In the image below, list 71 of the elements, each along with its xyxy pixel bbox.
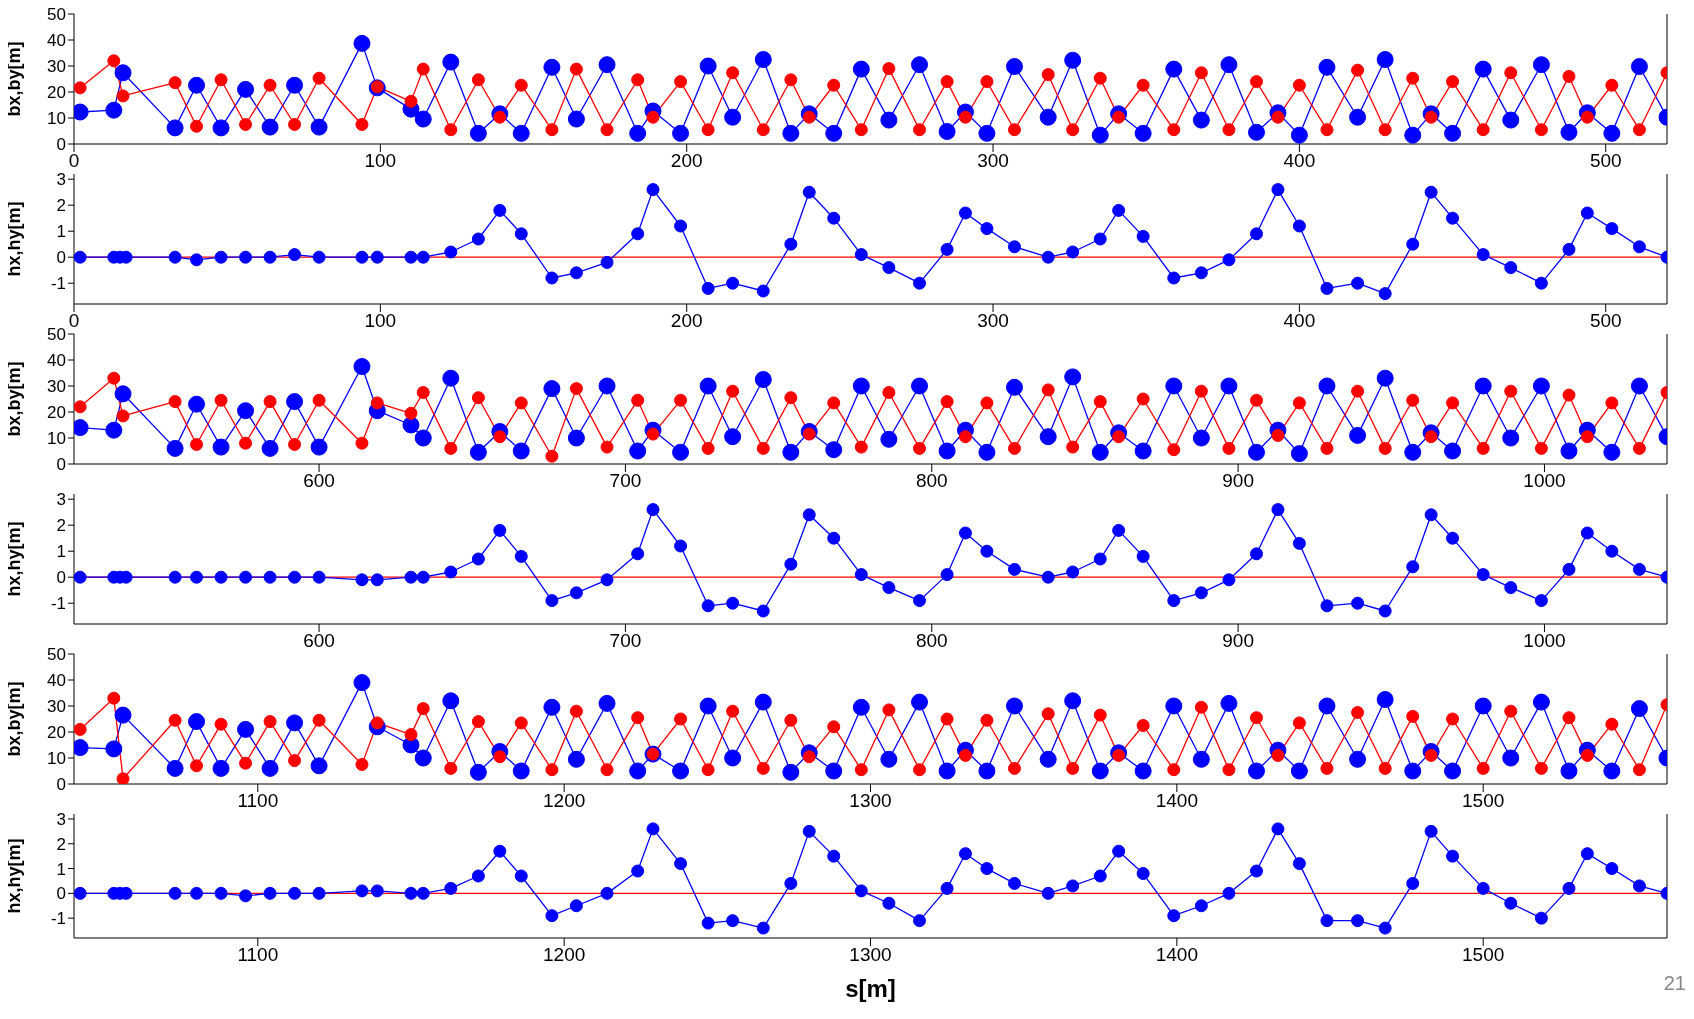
- y-axis-title: hx,hy[m]: [4, 838, 25, 914]
- x-tick-label: 100: [364, 150, 397, 172]
- x-tick-label: 700: [609, 630, 642, 652]
- x-tick-label: 1000: [1523, 470, 1566, 492]
- y-tick-label: 1: [56, 222, 66, 242]
- x-tick-label: 600: [303, 470, 335, 492]
- x-tick-label: 1000: [1523, 630, 1566, 652]
- x-tick-label: 1500: [1462, 944, 1505, 966]
- y-tick-label: -1: [50, 909, 66, 929]
- y-tick-label: 1: [56, 542, 66, 562]
- y-tick-label: 20: [47, 403, 66, 423]
- x-tick-label: 1100: [237, 790, 279, 812]
- y-tick-label: 30: [47, 57, 66, 77]
- x-tick-label: 900: [1222, 630, 1254, 652]
- x-tick-label: 700: [609, 470, 642, 492]
- y-tick-label: 2: [56, 834, 66, 854]
- y-tick-label: -1: [50, 274, 66, 294]
- y-tick-label: 30: [47, 377, 66, 397]
- y-tick-label: 3: [56, 490, 66, 510]
- y-axis-title: bx,by[m]: [4, 681, 25, 757]
- y-tick-label: 3: [56, 809, 66, 829]
- y-tick-label: 10: [47, 749, 66, 769]
- y-tick-label: 2: [56, 516, 66, 536]
- y-axis-title: hx,hy[m]: [4, 201, 25, 277]
- x-tick-label: 400: [1283, 310, 1316, 332]
- y-axis-title: bx,by[m]: [4, 41, 25, 117]
- x-tick-label: 900: [1222, 470, 1254, 492]
- y-tick-label: 0: [56, 775, 66, 795]
- y-tick-label: -1: [50, 594, 66, 614]
- x-tick-label: 1200: [543, 944, 586, 966]
- x-tick-label: 300: [977, 310, 1009, 332]
- x-tick-label: 200: [670, 150, 703, 172]
- x-tick-label: 1500: [1462, 790, 1505, 812]
- y-tick-label: 10: [47, 109, 66, 129]
- x-axis-title: s[m]: [845, 975, 896, 1002]
- x-tick-label: 1200: [543, 790, 586, 812]
- x-tick-label: 1400: [1155, 944, 1198, 966]
- y-tick-label: 40: [47, 671, 66, 691]
- x-tick-label: 1300: [849, 944, 892, 966]
- x-tick-label: 800: [915, 470, 948, 492]
- x-tick-label: 1100: [237, 944, 279, 966]
- text: 21: [1663, 972, 1686, 995]
- x-tick-label: 600: [303, 630, 335, 652]
- y-tick-label: 0: [56, 135, 66, 155]
- y-tick-label: 2: [56, 196, 66, 216]
- y-axis-title: bx,by[m]: [4, 361, 25, 437]
- y-tick-label: 1: [56, 859, 66, 879]
- y-tick-label: 20: [47, 723, 66, 743]
- y-tick-label: 0: [56, 455, 66, 475]
- x-tick-label: 500: [1589, 310, 1622, 332]
- y-tick-label: 20: [47, 83, 66, 103]
- y-tick-label: 40: [47, 31, 66, 51]
- x-tick-label: 1400: [1155, 790, 1198, 812]
- x-tick-label: 400: [1283, 150, 1316, 172]
- y-tick-label: 30: [47, 697, 66, 717]
- x-tick-label: 500: [1589, 150, 1622, 172]
- y-tick-label: 0: [56, 248, 66, 268]
- y-tick-label: 50: [47, 645, 66, 665]
- y-tick-label: 0: [56, 884, 66, 904]
- y-tick-label: 50: [47, 5, 66, 25]
- x-tick-label: 300: [977, 150, 1009, 172]
- y-axis-title: hx,hy[m]: [4, 521, 25, 597]
- x-tick-label: 1300: [849, 790, 892, 812]
- x-tick-label: 200: [670, 310, 703, 332]
- x-tick-label: 800: [915, 630, 948, 652]
- y-tick-label: 0: [56, 568, 66, 588]
- y-tick-label: 10: [47, 429, 66, 449]
- y-tick-label: 50: [47, 325, 66, 345]
- y-tick-label: 40: [47, 351, 66, 371]
- x-tick-label: 100: [364, 310, 397, 332]
- y-tick-label: 3: [56, 170, 66, 190]
